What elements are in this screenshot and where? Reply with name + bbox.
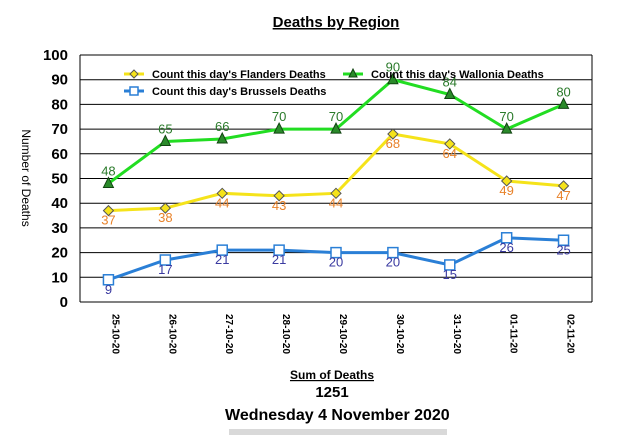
x-tick-label: 26-10-20: [166, 314, 177, 354]
data-point-marker: [216, 131, 229, 144]
data-point-marker: [500, 175, 513, 187]
data-point-marker: [273, 121, 285, 134]
legend-item: Count this day's Flanders Deaths: [124, 69, 326, 81]
chart-title: Deaths by Region: [273, 14, 400, 31]
y-tick-label: 40: [51, 195, 68, 212]
data-label: 80: [556, 84, 570, 99]
data-label: 15: [443, 267, 457, 282]
data-label: 25: [556, 242, 570, 257]
grid-layer: [80, 54, 592, 303]
data-label: 37: [101, 213, 115, 228]
date-caption-text: Wednesday 4 November 2020: [225, 407, 450, 424]
data-label: 47: [556, 188, 570, 203]
data-point-marker: [102, 176, 115, 188]
y-tick-label: 60: [51, 146, 68, 163]
data-point-marker: [273, 190, 285, 202]
data-point-marker: [444, 138, 456, 150]
data-label: 68: [386, 136, 400, 151]
data-label: 70: [329, 109, 343, 124]
legend-label: Count this day's Flanders Deaths: [152, 69, 326, 81]
x-tick-label: 25-10-20: [109, 314, 120, 354]
y-axis-label: Number of Deaths: [19, 129, 33, 226]
y-tick-label: 70: [51, 121, 68, 138]
data-label: 64: [443, 146, 457, 161]
data-label: 84: [443, 75, 457, 90]
data-label: 9: [105, 282, 112, 297]
data-label: 90: [386, 60, 400, 75]
y-tick-label: 80: [51, 96, 68, 113]
data-point-marker: [444, 259, 456, 271]
sum-of-deaths-value: 1251: [315, 384, 348, 401]
data-point-marker: [273, 244, 285, 256]
y-tick-label: 90: [51, 72, 68, 89]
data-label: 44: [215, 195, 229, 210]
y-tick-label: 50: [51, 171, 68, 188]
data-label: 44: [329, 195, 343, 210]
data-point-marker: [557, 180, 570, 192]
data-point-marker: [500, 121, 513, 134]
data-label: 48: [101, 163, 115, 178]
data-label: 17: [158, 262, 172, 277]
y-tick-label: 100: [43, 47, 68, 64]
data-point-marker: [557, 97, 570, 109]
date-caption: Wednesday 4 November 2020: [221, 403, 451, 429]
series-triangle: 48 65 66 70 70 90 84 70 80: [101, 60, 571, 188]
data-label: 38: [158, 210, 172, 225]
legend-triangle-icon: [348, 67, 358, 78]
series-layer: 37 38 44 43 44 68 64 49 47 48 65 66 70 70 90 84 70 80 9 17 2…: [101, 60, 571, 297]
data-point-marker: [500, 232, 513, 244]
x-tick-label: 01-11-20: [508, 314, 519, 354]
y-tick-label: 30: [51, 220, 68, 237]
data-point-marker: [387, 72, 399, 85]
legend-item: Count this day's Wallonia Deaths: [343, 67, 544, 81]
data-point-marker: [557, 234, 570, 246]
data-point-marker: [387, 128, 399, 140]
data-point-marker: [330, 187, 342, 200]
data-label: 70: [272, 109, 286, 124]
data-label: 20: [329, 255, 343, 270]
data-point-marker: [159, 254, 172, 266]
data-point-marker: [443, 87, 456, 100]
data-label: 20: [386, 255, 400, 270]
data-point-marker: [102, 204, 115, 217]
data-label: 26: [499, 240, 513, 255]
y-tick-label: 10: [51, 269, 68, 286]
series-square: 9 17 21 21 20 20 15 26 25: [102, 232, 571, 297]
data-point-marker: [387, 246, 399, 259]
x-tick-label: 31-10-20: [451, 314, 462, 354]
y-tick-label: 0: [60, 294, 68, 311]
legend: Count this day's Flanders Deaths Count th…: [124, 67, 544, 98]
x-tick-label: 27-10-20: [223, 314, 234, 354]
data-label: 66: [215, 119, 229, 134]
legend-square-icon: [129, 86, 139, 96]
data-label: 21: [215, 252, 229, 267]
y-tick-label: 20: [51, 245, 68, 262]
legend-label: Count this day's Wallonia Deaths: [371, 69, 544, 81]
data-point-marker: [330, 121, 342, 134]
series-diamond: 37 38 44 43 44 68 64 49 47: [101, 128, 571, 228]
data-point-marker: [216, 244, 228, 256]
data-label: 43: [272, 198, 286, 213]
data-point-marker: [216, 187, 228, 200]
data-label: 70: [499, 109, 513, 124]
data-point-marker: [159, 134, 172, 146]
axis-layer: 0 10 20 30 40 50 60 70 80 90 100 25-10-20 26-10-20 27…: [43, 47, 593, 354]
data-point-marker: [330, 246, 342, 259]
x-tick-label: 02-11-20: [565, 314, 576, 354]
data-label: 65: [158, 121, 172, 136]
legend-diamond-icon: [129, 69, 139, 79]
x-tick-label: 28-10-20: [280, 314, 291, 354]
x-tick-label: 30-10-20: [394, 314, 405, 354]
data-point-marker: [102, 274, 115, 286]
legend-item: Count this day's Brussels Deaths: [124, 86, 326, 98]
data-point-marker: [159, 202, 172, 214]
data-label: 49: [499, 183, 513, 198]
data-label: 21: [272, 252, 286, 267]
legend-label: Count this day's Brussels Deaths: [152, 86, 326, 98]
sum-of-deaths-label: Sum of Deaths: [290, 368, 374, 382]
x-tick-label: 29-10-20: [337, 314, 348, 354]
